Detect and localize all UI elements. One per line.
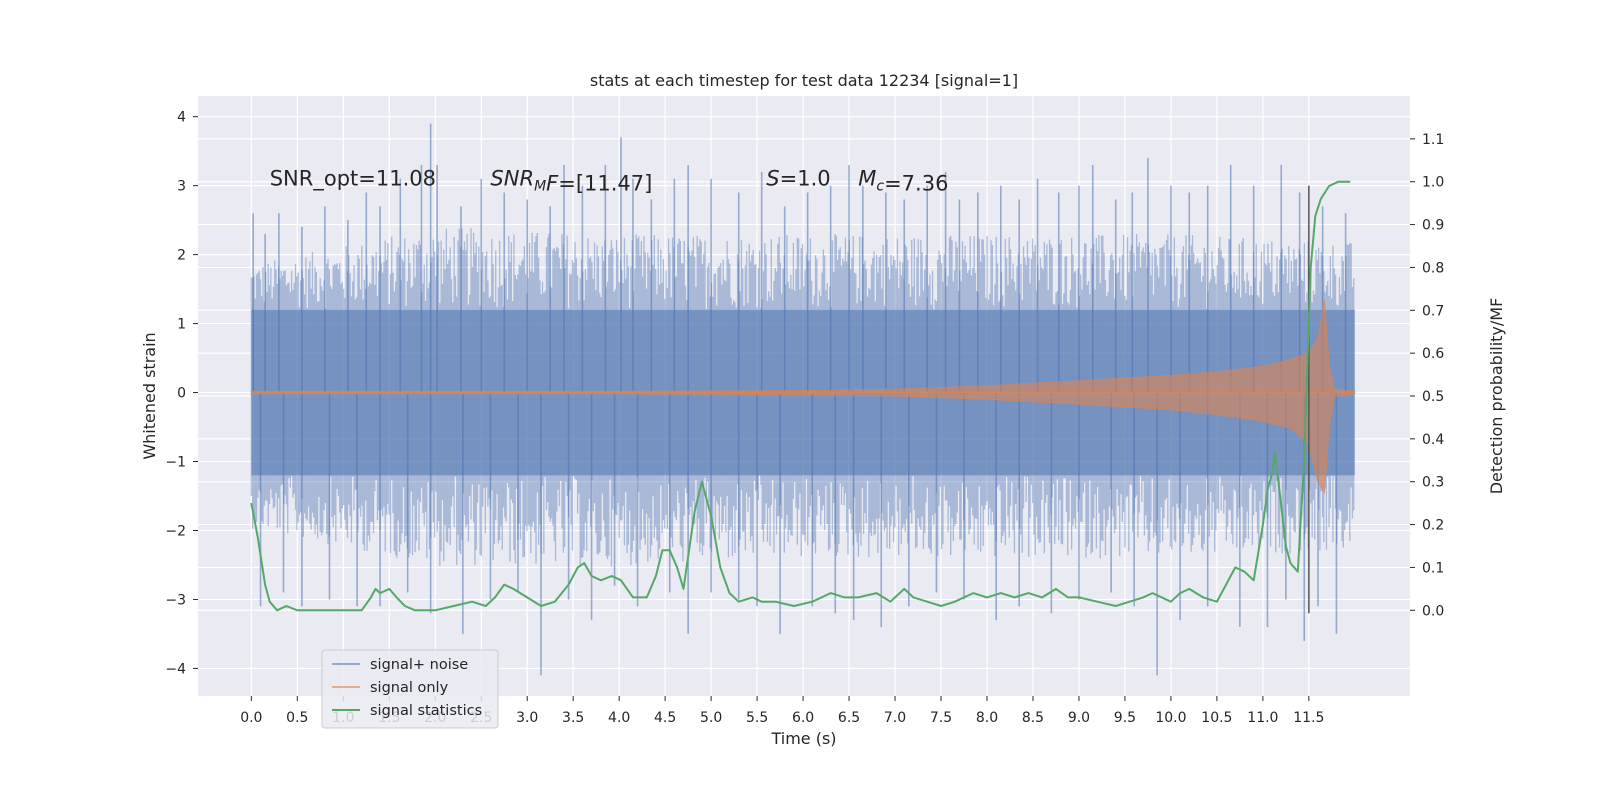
y-right-tick-label: 1.0	[1422, 175, 1444, 191]
legend: signal+ noise signal only signal statistic…	[321, 649, 499, 729]
x-tick-label: 5.5	[746, 710, 768, 726]
y-right-tick-label: 0.5	[1422, 389, 1444, 405]
series-signal-only	[250, 299, 1356, 495]
legend-box	[321, 649, 499, 729]
annotation: S=1.0	[766, 167, 830, 191]
y-tick-label: 1	[177, 317, 186, 333]
x-tick-label: 8.5	[1022, 710, 1044, 726]
x-tick-label: 6.0	[792, 710, 814, 726]
y-right-tick-label: 0.2	[1422, 518, 1444, 534]
y-right-tick-label: 0.0	[1422, 603, 1444, 619]
annotation-part: SNR_opt=11.08	[270, 167, 436, 192]
y-tick-label: 4	[177, 110, 186, 126]
y-right-tick-label: 0.8	[1422, 260, 1444, 276]
x-tick-label: 4.0	[608, 710, 630, 726]
annotation-part: F	[546, 172, 559, 196]
y-tick-label: −2	[165, 523, 186, 539]
x-tick-label: 10.0	[1155, 710, 1186, 726]
x-tick-label: 9.0	[1068, 710, 1090, 726]
x-tick-label: 0.0	[240, 710, 262, 726]
x-tick-label: 0.5	[286, 710, 308, 726]
series-signal-statistics	[250, 180, 1351, 612]
annotation-part: =[11.47]	[558, 172, 652, 196]
tick-layer: 0.00.51.01.52.02.53.03.54.04.55.05.56.06…	[165, 110, 1444, 726]
y-tick-label: −4	[165, 661, 186, 677]
x-axis-label: Time (s)	[770, 729, 836, 748]
annotation-part: =1.0	[780, 167, 831, 191]
x-tick-label: 10.5	[1201, 710, 1232, 726]
y-tick-label: −1	[165, 455, 186, 471]
x-tick-label: 8.0	[976, 710, 998, 726]
annotation-part: M	[858, 167, 876, 191]
y-right-tick-label: 0.3	[1422, 475, 1444, 491]
y-right-tick-label: 0.6	[1422, 346, 1444, 362]
y-right-axis-label: Detection probability/MF	[1487, 298, 1506, 495]
annotation-part: S	[766, 167, 779, 191]
x-tick-label: 7.0	[884, 710, 906, 726]
annotation: Mc=7.36	[858, 167, 948, 196]
annotation: SNRMF=[11.47]	[490, 167, 652, 196]
legend-items: signal+ noise signal only signal statistic…	[332, 657, 482, 719]
y-right-tick-label: 1.1	[1422, 132, 1444, 148]
signal-chirp-envelope	[250, 299, 1356, 495]
x-tick-label: 7.5	[930, 710, 952, 726]
x-tick-label: 11.5	[1293, 710, 1324, 726]
legend-label: signal only	[370, 680, 449, 696]
annotation-part: =7.36	[884, 172, 948, 196]
y-tick-label: 2	[177, 248, 186, 264]
annotation: SNR_opt=11.08	[270, 167, 436, 192]
x-tick-label: 3.0	[516, 710, 538, 726]
x-tick-label: 4.5	[654, 710, 676, 726]
y-right-tick-label: 0.9	[1422, 218, 1444, 234]
y-tick-label: −3	[165, 592, 186, 608]
y-tick-label: 0	[177, 386, 186, 402]
data-layer	[250, 123, 1356, 676]
y-right-tick-label: 0.4	[1422, 432, 1444, 448]
x-tick-label: 11.0	[1247, 710, 1278, 726]
x-tick-label: 6.5	[838, 710, 860, 726]
y-axis-label: Whitened strain	[140, 332, 159, 459]
annotation-part: c	[876, 179, 884, 195]
legend-label: signal statistics	[370, 703, 482, 719]
chart-title: stats at each timestep for test data 122…	[590, 71, 1018, 90]
y-tick-label: 3	[177, 179, 186, 195]
annotation-part: M	[534, 179, 546, 195]
legend-label: signal+ noise	[370, 657, 468, 673]
annotation-part: SNR	[490, 167, 534, 191]
y-right-tick-label: 0.7	[1422, 303, 1444, 319]
x-tick-label: 9.5	[1114, 710, 1136, 726]
x-tick-label: 3.5	[562, 710, 584, 726]
y-right-tick-label: 0.1	[1422, 560, 1444, 576]
x-tick-label: 5.0	[700, 710, 722, 726]
annotation-layer: SNR_opt=11.08 SNRMF=[11.47] S=1.0 Mc=7.36	[270, 167, 949, 196]
